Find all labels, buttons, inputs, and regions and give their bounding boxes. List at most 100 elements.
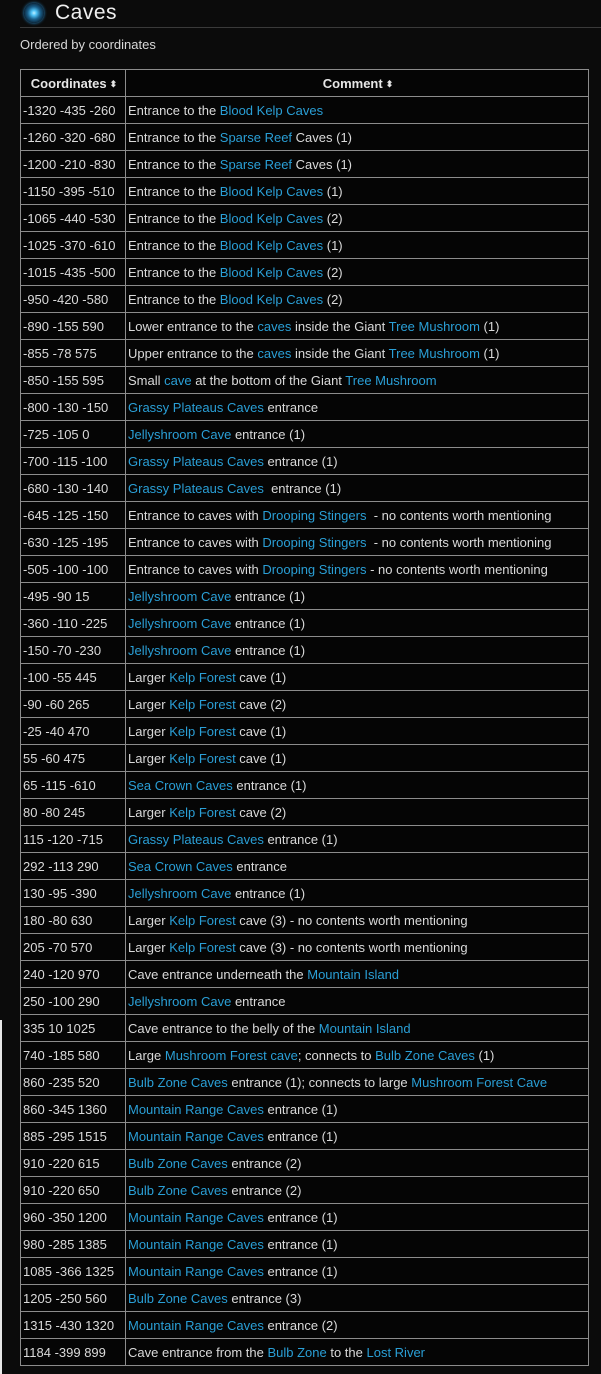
table-row: -100 -55 445 Larger Kelp Forest cave (1) <box>20 663 589 691</box>
comment-cell: Entrance to caves with Drooping Stingers… <box>125 501 589 529</box>
wiki-link[interactable]: Bulb Zone Caves <box>128 1155 228 1171</box>
wiki-link[interactable]: Bulb Zone Caves <box>128 1290 228 1306</box>
table-row: -950 -420 -580 Entrance to the Blood Kelp… <box>20 285 589 313</box>
comment-cell: Entrance to the Blood Kelp Caves (2) <box>125 204 589 232</box>
wiki-link[interactable]: Kelp Forest <box>169 912 236 928</box>
wiki-link[interactable]: Grassy Plateaus Caves <box>128 399 264 415</box>
coordinates-cell: 130 -95 -390 <box>20 879 126 907</box>
table-row: 910 -220 650 Bulb Zone Caves entrance (2) <box>20 1176 589 1204</box>
wiki-link[interactable]: Mushroom Forest Cave <box>411 1074 548 1090</box>
wiki-link[interactable]: Jellyshroom Cave <box>128 642 232 658</box>
wiki-link[interactable]: Mountain Range Caves <box>128 1236 264 1252</box>
wiki-link[interactable]: Blood Kelp Caves <box>219 264 324 280</box>
wiki-link[interactable]: Kelp Forest <box>169 804 236 820</box>
comment-text: cave (2) <box>235 696 287 712</box>
wiki-link[interactable]: Mountain Range Caves <box>128 1263 264 1279</box>
comment-text: entrance (1) <box>231 642 306 658</box>
table-row: -25 -40 470 Larger Kelp Forest cave (1) <box>20 717 589 745</box>
wiki-link[interactable]: Jellyshroom Cave <box>128 993 232 1009</box>
coordinates-cell: 860 -235 520 <box>20 1068 126 1096</box>
coordinates-cell: 180 -80 630 <box>20 906 126 934</box>
table-row: -1025 -370 -610 Entrance to the Blood Kel… <box>20 231 589 259</box>
comment-text: (1) <box>479 345 500 361</box>
wiki-link[interactable]: cave <box>164 372 192 388</box>
wiki-link[interactable]: Mountain Island <box>307 966 400 982</box>
column-header-comment[interactable]: Comment ⬍ <box>125 69 589 97</box>
wiki-link[interactable]: Mountain Range Caves <box>128 1209 264 1225</box>
wiki-link[interactable]: Blood Kelp Caves <box>219 102 324 118</box>
sort-icon[interactable]: ⬍ <box>109 78 118 89</box>
wiki-link[interactable]: Kelp Forest <box>169 750 236 766</box>
wiki-link[interactable]: Sea Crown Caves <box>128 858 233 874</box>
coordinates-cell: 65 -115 -610 <box>20 771 126 799</box>
column-header-coordinates[interactable]: Coordinates ⬍ <box>20 69 126 97</box>
table-row: -800 -130 -150 Grassy Plateaus Caves entr… <box>20 393 589 421</box>
wiki-link[interactable]: Mountain Island <box>318 1020 411 1036</box>
table-row: 292 -113 290 Sea Crown Caves entrance <box>20 852 589 880</box>
wiki-link[interactable]: Drooping Stingers <box>262 561 367 577</box>
table-row: 1205 -250 560 Bulb Zone Caves entrance (3… <box>20 1284 589 1312</box>
comment-cell: Jellyshroom Cave entrance <box>125 987 589 1015</box>
comment-text: entrance (1) <box>263 1128 338 1144</box>
comment-text: entrance <box>232 858 287 874</box>
comment-cell: Mountain Range Caves entrance (2) <box>125 1311 589 1339</box>
wiki-link[interactable]: Tree Mushroom <box>345 372 437 388</box>
table-row: 115 -120 -715 Grassy Plateaus Caves entra… <box>20 825 589 853</box>
wiki-link[interactable]: Sea Crown Caves <box>128 777 233 793</box>
wiki-link[interactable]: Grassy Plateaus Caves <box>128 831 264 847</box>
wiki-link[interactable]: Bulb Zone Caves <box>128 1182 228 1198</box>
table-row: 180 -80 630 Larger Kelp Forest cave (3) -… <box>20 906 589 934</box>
wiki-link[interactable]: Grassy Plateaus Caves <box>128 453 264 469</box>
comment-text: Larger <box>128 750 170 766</box>
wiki-link[interactable]: Kelp Forest <box>169 669 236 685</box>
comment-cell: Small cave at the bottom of the Giant Tr… <box>125 366 589 394</box>
comment-text: cave (3) - no contents worth mentioning <box>235 939 468 955</box>
wiki-link[interactable]: Mountain Range Caves <box>128 1128 264 1144</box>
wiki-link[interactable]: Jellyshroom Cave <box>128 588 232 604</box>
comment-text: cave (1) <box>235 750 287 766</box>
wiki-link[interactable]: Sparse Reef <box>219 156 293 172</box>
coordinates-cell: -1200 -210 -830 <box>20 150 126 178</box>
wiki-link[interactable]: Grassy Plateaus Caves <box>128 480 268 496</box>
coordinates-cell: 292 -113 290 <box>20 852 126 880</box>
wiki-link[interactable]: Drooping Stingers <box>262 507 367 523</box>
wiki-link[interactable]: Tree Mushroom <box>388 318 480 334</box>
sort-icon[interactable]: ⬍ <box>385 78 394 89</box>
comment-text: entrance (2) <box>227 1155 302 1171</box>
wiki-link[interactable]: Kelp Forest <box>169 723 236 739</box>
wiki-link[interactable]: Jellyshroom Cave <box>128 426 232 442</box>
wiki-link[interactable]: Mountain Range Caves <box>128 1101 264 1117</box>
wiki-link[interactable]: Bulb Zone <box>267 1344 327 1360</box>
wiki-link[interactable]: Tree Mushroom <box>388 345 480 361</box>
wiki-link[interactable]: Bulb Zone Caves <box>375 1047 475 1063</box>
wiki-link[interactable]: Blood Kelp Caves <box>219 183 324 199</box>
wiki-link[interactable]: Mushroom Forest cave <box>164 1047 298 1063</box>
comment-text: entrance (1) <box>263 831 338 847</box>
wiki-link[interactable]: Blood Kelp Caves <box>219 237 324 253</box>
wiki-link[interactable]: Mountain Range Caves <box>128 1317 264 1333</box>
wiki-link[interactable]: Blood Kelp Caves <box>219 291 324 307</box>
comment-cell: Larger Kelp Forest cave (3) - no content… <box>125 906 589 934</box>
table-row: 740 -185 580 Large Mushroom Forest cave; … <box>20 1041 589 1069</box>
wiki-link[interactable]: Bulb Zone Caves <box>128 1074 228 1090</box>
comment-text: Entrance to the <box>128 156 220 172</box>
wiki-link[interactable]: caves <box>257 345 292 361</box>
comment-text: entrance (1) <box>263 453 338 469</box>
wiki-link[interactable]: Kelp Forest <box>169 939 236 955</box>
wiki-link[interactable]: caves <box>257 318 292 334</box>
coordinates-cell: -1065 -440 -530 <box>20 204 126 232</box>
comment-cell: Bulb Zone Caves entrance (1); connects t… <box>125 1068 589 1096</box>
comment-cell: Lower entrance to the caves inside the G… <box>125 312 589 340</box>
table-row: 960 -350 1200 Mountain Range Caves entran… <box>20 1203 589 1231</box>
section-header: Caves <box>20 0 601 28</box>
wiki-link[interactable]: Kelp Forest <box>169 696 236 712</box>
wiki-link[interactable]: Jellyshroom Cave <box>128 885 232 901</box>
wiki-link[interactable]: Drooping Stingers <box>262 534 367 550</box>
wiki-link[interactable]: Blood Kelp Caves <box>219 210 324 226</box>
table-row: 910 -220 615 Bulb Zone Caves entrance (2) <box>20 1149 589 1177</box>
wiki-link[interactable]: Jellyshroom Cave <box>128 615 232 631</box>
wiki-link[interactable]: Sparse Reef <box>219 129 293 145</box>
coordinates-cell: -25 -40 470 <box>20 717 126 745</box>
wiki-link[interactable]: Lost River <box>366 1344 426 1360</box>
coordinates-cell: -495 -90 15 <box>20 582 126 610</box>
